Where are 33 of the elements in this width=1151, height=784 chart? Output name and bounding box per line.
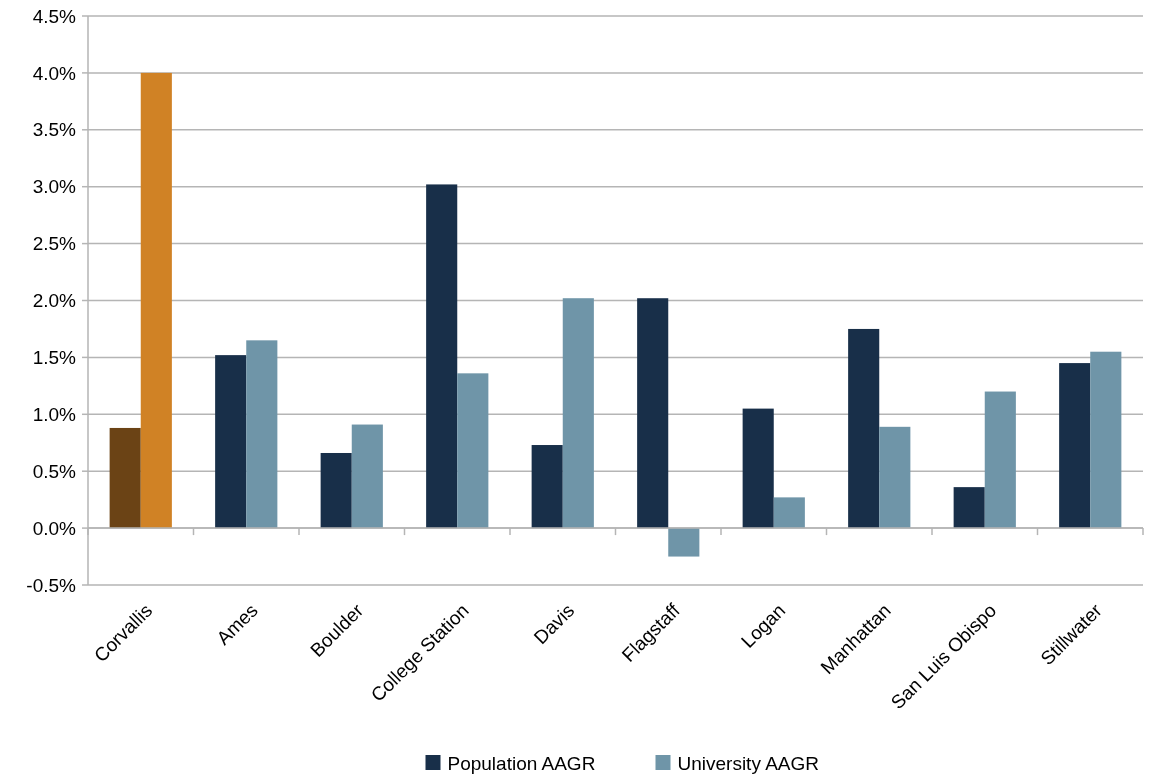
y-tick-label: 3.5% [32,119,77,141]
bar [773,497,805,529]
bar [1090,351,1122,529]
bar [320,452,352,529]
bar [215,355,247,529]
bar [637,298,669,529]
bar [848,328,880,529]
y-tick-label: 1.5% [32,347,77,369]
y-tick-label: 2.5% [32,233,77,255]
legend-label: University AAGR [677,753,819,774]
y-tick-label: 1.0% [32,403,77,425]
bar [742,408,774,529]
bar [246,340,278,529]
bar [879,426,911,529]
y-tick-label: 3.0% [32,176,77,198]
y-tick-label: -0.5% [26,574,77,596]
bar [984,391,1016,529]
bar [668,528,700,557]
y-tick-label: 4.5% [32,5,77,27]
y-tick-label: 0.0% [32,517,77,539]
y-tick-label: 0.5% [32,460,77,482]
bar [457,373,489,529]
bar [351,424,383,529]
bar [140,72,172,529]
bar [531,445,563,529]
bar [953,487,985,529]
bar [426,184,458,529]
bar [562,298,594,529]
y-tick-label: 2.0% [32,290,77,312]
bar [109,427,141,529]
legend-label: Population AAGR [447,753,596,774]
y-tick-label: 4.0% [32,62,77,84]
bar [1059,363,1091,529]
